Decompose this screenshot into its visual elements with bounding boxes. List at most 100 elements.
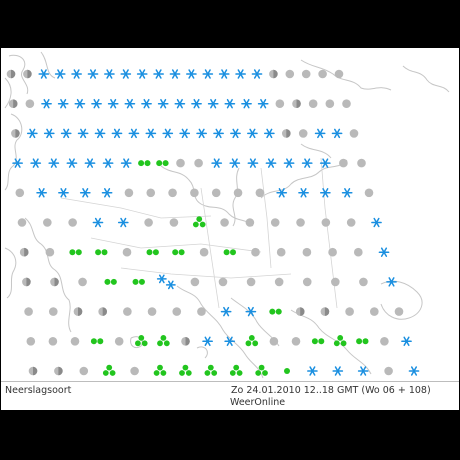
snowflake-icon bbox=[79, 188, 91, 198]
dry-dot-icon bbox=[218, 277, 228, 287]
snowflake-icon bbox=[247, 158, 259, 168]
dry-dot-icon bbox=[342, 99, 351, 108]
snowflake-icon bbox=[224, 98, 236, 109]
rain-cluster-icon bbox=[153, 364, 167, 376]
snowflake-icon bbox=[213, 128, 224, 139]
rain-cluster-icon bbox=[135, 335, 148, 347]
dry-dot-icon bbox=[130, 366, 139, 376]
snowflake-icon bbox=[257, 98, 269, 109]
snowflake-icon bbox=[251, 69, 263, 79]
snowflake-icon bbox=[26, 128, 38, 139]
dry-dot-icon bbox=[199, 247, 209, 257]
dry-dot-icon bbox=[70, 337, 80, 346]
map-footer: Neerslagsoort Zo 24.01.2010 12..18 GMT (… bbox=[1, 381, 459, 410]
source-label: WeerOnline bbox=[230, 397, 286, 408]
rain-cluster-icon bbox=[179, 364, 192, 376]
dry-dot-icon bbox=[124, 188, 134, 198]
dry-dot-icon bbox=[123, 307, 132, 316]
snowflake-icon bbox=[332, 366, 344, 376]
british-isles bbox=[4, 77, 23, 191]
dry-dot-icon bbox=[43, 218, 52, 227]
dry-dot-icon bbox=[328, 247, 337, 257]
snowflake-icon bbox=[107, 98, 119, 109]
rain-cluster-icon bbox=[333, 335, 347, 347]
dry-dot-icon bbox=[211, 188, 221, 198]
dry-dot-icon bbox=[270, 218, 280, 227]
rain-cluster-icon bbox=[102, 364, 116, 376]
jutland bbox=[232, 167, 240, 227]
snowflake-icon bbox=[191, 98, 202, 109]
mixed-half-icon bbox=[73, 307, 83, 316]
snowflake-icon bbox=[141, 98, 152, 109]
rain-cluster-icon bbox=[157, 335, 170, 347]
snowflake-icon bbox=[307, 366, 318, 376]
rain-pair-icon bbox=[269, 308, 282, 315]
footer-rule bbox=[1, 381, 459, 382]
dry-dot-icon bbox=[325, 99, 335, 108]
snowflake-icon bbox=[196, 128, 207, 139]
mixed-half-icon bbox=[11, 129, 20, 138]
dry-dot-icon bbox=[339, 158, 348, 168]
dry-dot-icon bbox=[45, 247, 55, 257]
rain-cluster-icon bbox=[204, 364, 218, 376]
dry-dot-icon bbox=[364, 188, 374, 198]
snowflake-icon bbox=[283, 158, 295, 168]
dry-dot-icon bbox=[291, 337, 301, 346]
snowflake-icon bbox=[179, 128, 191, 139]
snowflake-icon bbox=[102, 158, 114, 168]
snowflake-icon bbox=[264, 128, 275, 139]
dry-dot-icon bbox=[176, 158, 185, 168]
snowflake-icon bbox=[218, 69, 230, 79]
dry-dot-icon bbox=[334, 69, 344, 79]
dry-dot-icon bbox=[345, 307, 354, 316]
mixed-half-icon bbox=[269, 69, 278, 79]
dry-dot-icon bbox=[380, 337, 389, 346]
mixed-half-icon bbox=[6, 69, 16, 79]
dry-dot-icon bbox=[78, 277, 87, 287]
mixed-half-icon bbox=[50, 277, 59, 287]
mixed-half-icon bbox=[19, 247, 29, 257]
dry-dot-icon bbox=[146, 188, 156, 198]
snowflake-icon bbox=[48, 158, 60, 168]
map-title: Neerslagsoort bbox=[5, 385, 72, 396]
dry-dot-icon bbox=[354, 247, 363, 257]
dry-dot-icon bbox=[169, 218, 179, 227]
dry-dot-icon bbox=[274, 277, 284, 287]
dry-dot-icon bbox=[68, 218, 77, 227]
france-coast bbox=[24, 217, 72, 333]
dry-dot-icon bbox=[246, 277, 256, 287]
dry-dot-icon bbox=[269, 337, 279, 346]
dry-dot-icon bbox=[194, 158, 203, 168]
rain-pair-icon bbox=[146, 249, 159, 256]
snowflake-icon bbox=[41, 98, 52, 109]
snowflake-icon bbox=[104, 69, 115, 79]
coastlines bbox=[4, 51, 450, 379]
snowflake-icon bbox=[36, 188, 47, 198]
dry-dot-icon bbox=[245, 218, 255, 227]
snowflake-icon bbox=[386, 277, 397, 287]
mixed-half-icon bbox=[181, 337, 190, 346]
snowflake-icon bbox=[124, 98, 136, 109]
snowflake-icon bbox=[301, 158, 313, 168]
dry-dot-icon bbox=[321, 218, 331, 227]
snowflake-icon bbox=[74, 98, 86, 109]
snowflake-icon bbox=[341, 188, 353, 198]
rain-pair-icon bbox=[90, 338, 104, 345]
dry-dot-icon bbox=[298, 129, 308, 138]
dry-dot-icon bbox=[349, 129, 359, 138]
snowflake-icon bbox=[92, 217, 104, 228]
snowflake-icon bbox=[77, 128, 89, 139]
snowflake-icon bbox=[101, 188, 113, 198]
snowflake-icon bbox=[408, 366, 420, 376]
snowflake-icon bbox=[87, 69, 99, 79]
iberia bbox=[4, 247, 17, 299]
dry-dot-icon bbox=[168, 188, 177, 198]
snowflake-icon bbox=[265, 158, 277, 168]
snowflake-icon bbox=[230, 128, 241, 139]
snowflake-icon bbox=[91, 98, 102, 109]
borders bbox=[60, 157, 338, 309]
dry-dot-icon bbox=[220, 218, 229, 227]
snowflake-icon bbox=[120, 69, 132, 79]
rain-pair-icon bbox=[311, 338, 325, 345]
